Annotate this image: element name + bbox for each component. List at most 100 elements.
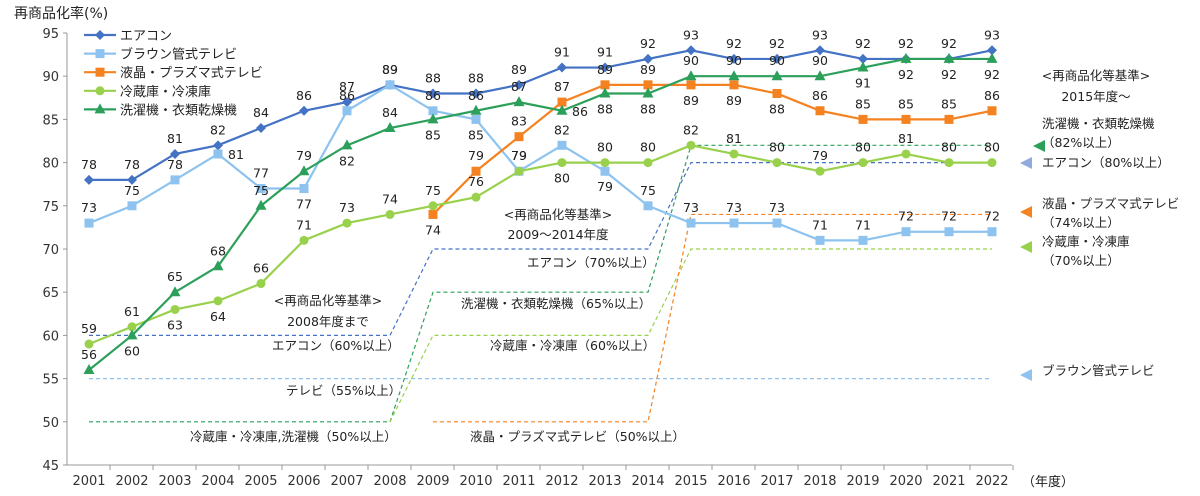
data-point xyxy=(299,105,309,116)
data-label: 92 xyxy=(941,36,957,51)
data-label: 75 xyxy=(640,183,656,198)
standard-line xyxy=(389,248,992,423)
data-label: 66 xyxy=(253,261,269,276)
data-label: 92 xyxy=(769,36,785,51)
data-label: 87 xyxy=(339,79,355,94)
data-point xyxy=(857,61,869,72)
x-tick-label: 2010 xyxy=(459,474,492,489)
data-point xyxy=(213,149,223,159)
x-tick-label: 2007 xyxy=(330,474,363,489)
data-point xyxy=(686,80,696,90)
data-point xyxy=(728,70,740,81)
data-label: 77 xyxy=(296,197,312,212)
legend-marker xyxy=(95,86,105,96)
data-label: 93 xyxy=(683,27,699,42)
data-label: 75 xyxy=(124,183,140,198)
ann-fridge-washer50: 冷蔵庫・冷凍庫,洗濯機（50%以上） xyxy=(190,429,397,444)
series-line xyxy=(89,49,993,181)
data-point xyxy=(83,363,95,374)
data-point xyxy=(557,158,567,168)
data-point xyxy=(513,96,525,107)
data-point xyxy=(385,209,395,219)
y-tick-label: 50 xyxy=(42,416,59,431)
data-point xyxy=(557,62,567,73)
data-label: 77 xyxy=(253,166,269,181)
data-label: 89 xyxy=(511,62,527,77)
data-point xyxy=(470,104,482,115)
y-tick-label: 70 xyxy=(42,243,59,258)
data-label: 82 xyxy=(554,122,570,137)
data-label: 86 xyxy=(296,88,312,103)
data-point xyxy=(385,80,395,90)
data-label: 72 xyxy=(898,209,914,224)
data-label: 86 xyxy=(984,88,1000,103)
x-tick-label: 2015 xyxy=(674,474,707,489)
data-point xyxy=(127,201,137,211)
x-tick-label: 2018 xyxy=(803,474,836,489)
data-label: 89 xyxy=(382,62,398,77)
data-point xyxy=(772,88,782,98)
x-tick-label: 2013 xyxy=(588,474,621,489)
legend-marker xyxy=(94,103,106,114)
data-label: 76 xyxy=(468,174,484,189)
data-point xyxy=(299,235,309,245)
data-label: 74 xyxy=(382,191,398,206)
data-point xyxy=(471,114,481,124)
legend-label: エアコン xyxy=(120,29,172,44)
ann-std2009-title: <再商品化等基準> xyxy=(504,207,612,222)
data-label: 84 xyxy=(253,105,269,120)
data-label: 79 xyxy=(468,148,484,163)
ann-std2009-sub: 2009～2014年度 xyxy=(507,227,609,242)
data-label: 86 xyxy=(425,88,441,103)
data-point xyxy=(84,174,94,185)
ann-std2008-title: <再商品化等基準> xyxy=(274,293,382,308)
ann-right-fridge-1: 冷蔵庫・冷凍庫 xyxy=(1042,234,1130,249)
ann-lcd50: 液晶・プラズマ式テレビ（50%以上） xyxy=(470,429,685,444)
arrow-right-washer xyxy=(1033,140,1045,152)
legend-marker xyxy=(95,30,105,40)
data-label: 86 xyxy=(468,88,484,103)
data-point xyxy=(428,201,438,211)
data-point xyxy=(557,140,567,150)
data-label: 87 xyxy=(554,79,570,94)
series-line xyxy=(432,83,993,216)
data-label: 89 xyxy=(683,93,699,108)
x-tick-label: 2016 xyxy=(717,474,750,489)
data-point xyxy=(901,114,911,124)
data-label: 72 xyxy=(941,209,957,224)
data-label: 60 xyxy=(124,343,140,358)
data-label: 73 xyxy=(339,200,355,215)
data-point xyxy=(729,218,739,228)
data-point xyxy=(213,140,223,151)
data-point xyxy=(814,70,826,81)
data-label: 81 xyxy=(726,131,742,146)
ann-std2008-sub: 2008年度まで xyxy=(287,314,369,329)
ann-std2015-sub: 2015年度～ xyxy=(1061,89,1130,104)
data-point xyxy=(858,114,868,124)
data-label: 88 xyxy=(640,101,656,116)
data-label: 71 xyxy=(812,217,828,232)
ann-right-fridge-2: （70%以上） xyxy=(1042,253,1120,268)
data-label: 80 xyxy=(984,140,1000,155)
legend-marker xyxy=(95,49,105,59)
x-tick-label: 2011 xyxy=(502,474,535,489)
series-lines xyxy=(83,45,998,374)
data-label: 73 xyxy=(81,200,97,215)
data-point xyxy=(255,199,267,210)
y-tick-label: 85 xyxy=(42,113,59,128)
data-label: 88 xyxy=(769,101,785,116)
data-label: 84 xyxy=(382,105,398,120)
data-point xyxy=(256,123,266,134)
data-point xyxy=(901,149,911,159)
data-label: 88 xyxy=(425,70,441,85)
data-label: 86 xyxy=(812,88,828,103)
standard-line xyxy=(89,162,992,336)
data-point xyxy=(600,80,610,90)
data-label: 71 xyxy=(296,217,312,232)
data-point xyxy=(342,106,352,116)
data-point xyxy=(84,339,94,349)
data-point xyxy=(169,286,181,297)
ann-std2015-title: <再商品化等基準> xyxy=(1042,68,1150,83)
data-point xyxy=(600,158,610,168)
